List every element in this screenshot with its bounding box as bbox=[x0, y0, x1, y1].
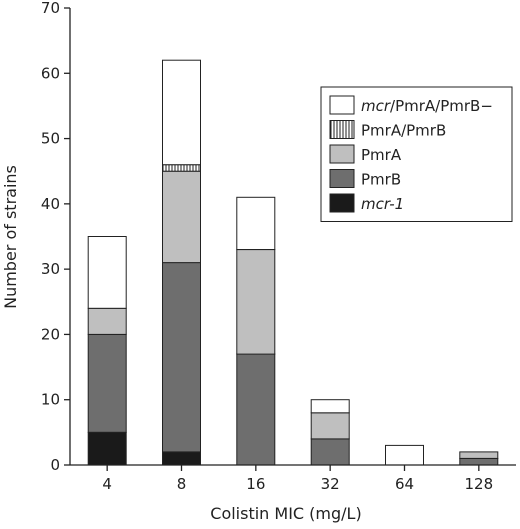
bar-mcr-pmra-pmrb-16 bbox=[236, 196, 276, 251]
x-tick-label: 4 bbox=[102, 475, 112, 493]
legend-label-mcr-pmra-pmrb: mcr/PmrA/PmrB− bbox=[361, 97, 493, 115]
x-tick-label: 16 bbox=[246, 475, 265, 493]
legend-swatch-mcr-1 bbox=[329, 193, 355, 213]
bar-pmrb-4 bbox=[87, 333, 127, 433]
x-tick-label: 32 bbox=[321, 475, 340, 493]
bar-pmrb-128 bbox=[459, 458, 499, 466]
legend-swatch-pmra bbox=[329, 144, 355, 164]
bar-pmra-128 bbox=[459, 451, 499, 459]
legend-label-pmrb: PmrB bbox=[361, 171, 401, 189]
y-tick-label: 20 bbox=[41, 325, 60, 343]
x-tick-label: 64 bbox=[395, 475, 414, 493]
bar-mcr-pmra-pmrb-64 bbox=[385, 444, 424, 466]
plot-area bbox=[87, 59, 499, 466]
bar-pmra-32 bbox=[310, 412, 350, 440]
y-tick-label: 60 bbox=[41, 64, 60, 82]
bar-pmra-16 bbox=[236, 249, 276, 355]
y-axis-title: Number of strains bbox=[1, 165, 20, 309]
bar-mcr-1-8 bbox=[162, 451, 201, 466]
bar-mcr-pmra-pmrb-4 bbox=[87, 236, 127, 309]
y-tick-label: 50 bbox=[41, 130, 60, 148]
bar-mcr-1-4 bbox=[87, 431, 127, 466]
bar-pmra-pmrb-8 bbox=[162, 164, 201, 172]
bar-mcr-pmra-pmrb-32 bbox=[310, 399, 350, 414]
x-tick-label: 8 bbox=[177, 475, 187, 493]
legend-label-mcr-1: mcr-1 bbox=[361, 195, 404, 213]
bar-pmra-4 bbox=[87, 307, 127, 335]
legend-label-pmra-pmrb: PmrA/PmrB bbox=[361, 122, 446, 140]
bar-mcr-pmra-pmrb-8 bbox=[162, 59, 201, 166]
y-tick-label: 10 bbox=[41, 391, 60, 409]
y-axis: 0 10 20 30 40 50 60 70 bbox=[41, 0, 71, 474]
bar-pmrb-8 bbox=[162, 262, 201, 453]
y-tick-label: 0 bbox=[50, 456, 60, 474]
x-tick-label: 128 bbox=[465, 475, 494, 493]
bar-pmra-8 bbox=[162, 170, 201, 264]
legend: mcr/PmrA/PmrB− PmrA/PmrB PmrA PmrB mcr-1 bbox=[320, 86, 513, 222]
y-tick-label: 40 bbox=[41, 195, 60, 213]
bar-pmrb-16 bbox=[236, 353, 276, 466]
x-axis: 4 8 16 32 64 128 bbox=[70, 464, 516, 493]
legend-swatch-mcr-pmra-pmrb bbox=[329, 95, 355, 115]
bar-pmrb-32 bbox=[310, 438, 350, 466]
legend-swatch-pmrb bbox=[329, 169, 355, 188]
y-tick-label: 30 bbox=[41, 260, 60, 278]
legend-label-pmra: PmrA bbox=[361, 146, 402, 164]
x-axis-title: Colistin MIC (mg/L) bbox=[210, 504, 361, 523]
y-tick-label: 70 bbox=[41, 0, 60, 17]
legend-swatch-pmra-pmrb bbox=[329, 120, 355, 139]
